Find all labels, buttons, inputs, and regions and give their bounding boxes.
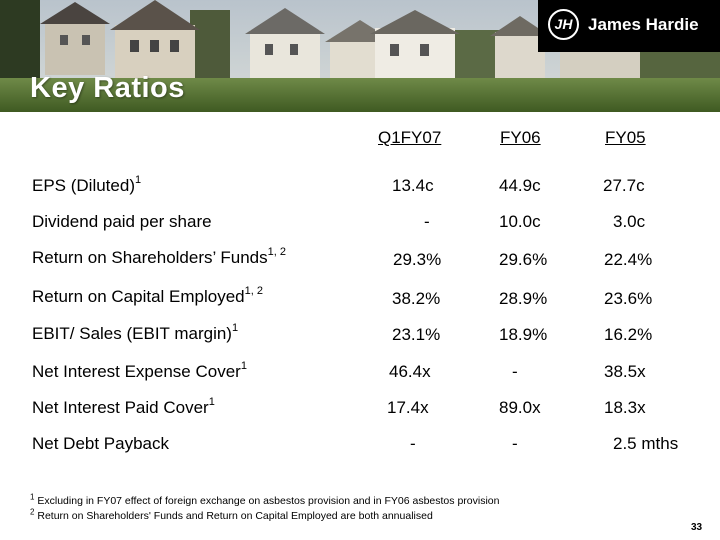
column-header-fy05: FY05	[605, 128, 646, 147]
row-value-q1fy07: -	[424, 212, 430, 231]
logo-mark-icon: JH	[548, 9, 579, 40]
row-label: Net Interest Expense Cover1	[32, 360, 247, 381]
row-value-q1fy07: 23.1%	[392, 325, 441, 344]
row-value-q1fy07: 46.4x	[389, 362, 431, 381]
row-value-fy06: 89.0x	[499, 398, 541, 417]
row-value-fy05: 22.4%	[604, 250, 653, 269]
row-value-fy05: 3.0c	[613, 212, 646, 231]
row-label: Net Interest Paid Cover1	[32, 396, 215, 417]
row-value-fy06: -	[512, 434, 518, 453]
row-value-q1fy07: -	[410, 434, 416, 453]
row-label: Net Debt Payback	[32, 434, 170, 453]
row-value-fy06: -	[512, 362, 518, 381]
row-value-fy05: 2.5 mths	[613, 434, 679, 453]
footnote-1: 1 Excluding in FY07 effect of foreign ex…	[30, 492, 500, 507]
row-value-fy05: 38.5x	[604, 362, 646, 381]
row-value-fy05: 23.6%	[604, 289, 653, 308]
row-label: Return on Capital Employed1, 2	[32, 285, 263, 306]
row-value-fy05: 27.7c	[603, 176, 645, 195]
row-value-fy06: 44.9c	[499, 176, 541, 195]
column-header-fy06: FY06	[500, 128, 541, 147]
row-value-fy05: 18.3x	[604, 398, 646, 417]
page-number: 33	[691, 522, 703, 533]
row-value-q1fy07: 13.4c	[392, 176, 434, 195]
row-label: Return on Shareholders’ Funds1, 2	[32, 246, 286, 267]
footnote-2: 2 Return on Shareholders' Funds and Retu…	[30, 507, 433, 522]
slide-title: Key Ratios	[30, 72, 185, 104]
company-logo: JH James Hardie	[538, 0, 720, 52]
row-label: EBIT/ Sales (EBIT margin)1	[32, 322, 239, 343]
row-value-fy06: 10.0c	[499, 212, 541, 231]
row-label: Dividend paid per share	[32, 212, 212, 231]
column-header-q1fy07: Q1FY07	[378, 128, 442, 147]
row-value-fy06: 18.9%	[499, 325, 548, 344]
logo-wordmark: James Hardie	[588, 15, 699, 34]
row-label: EPS (Diluted)1	[32, 174, 142, 195]
row-value-fy05: 16.2%	[604, 325, 653, 344]
row-value-q1fy07: 38.2%	[392, 289, 441, 308]
row-value-q1fy07: 29.3%	[393, 250, 442, 269]
row-value-fy06: 29.6%	[499, 250, 548, 269]
row-value-fy06: 28.9%	[499, 289, 548, 308]
row-value-q1fy07: 17.4x	[387, 398, 429, 417]
